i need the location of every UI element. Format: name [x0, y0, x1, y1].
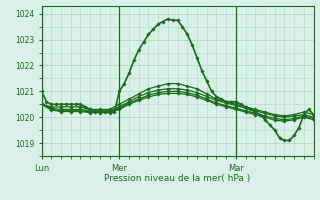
X-axis label: Pression niveau de la mer( hPa ): Pression niveau de la mer( hPa ): [104, 174, 251, 183]
